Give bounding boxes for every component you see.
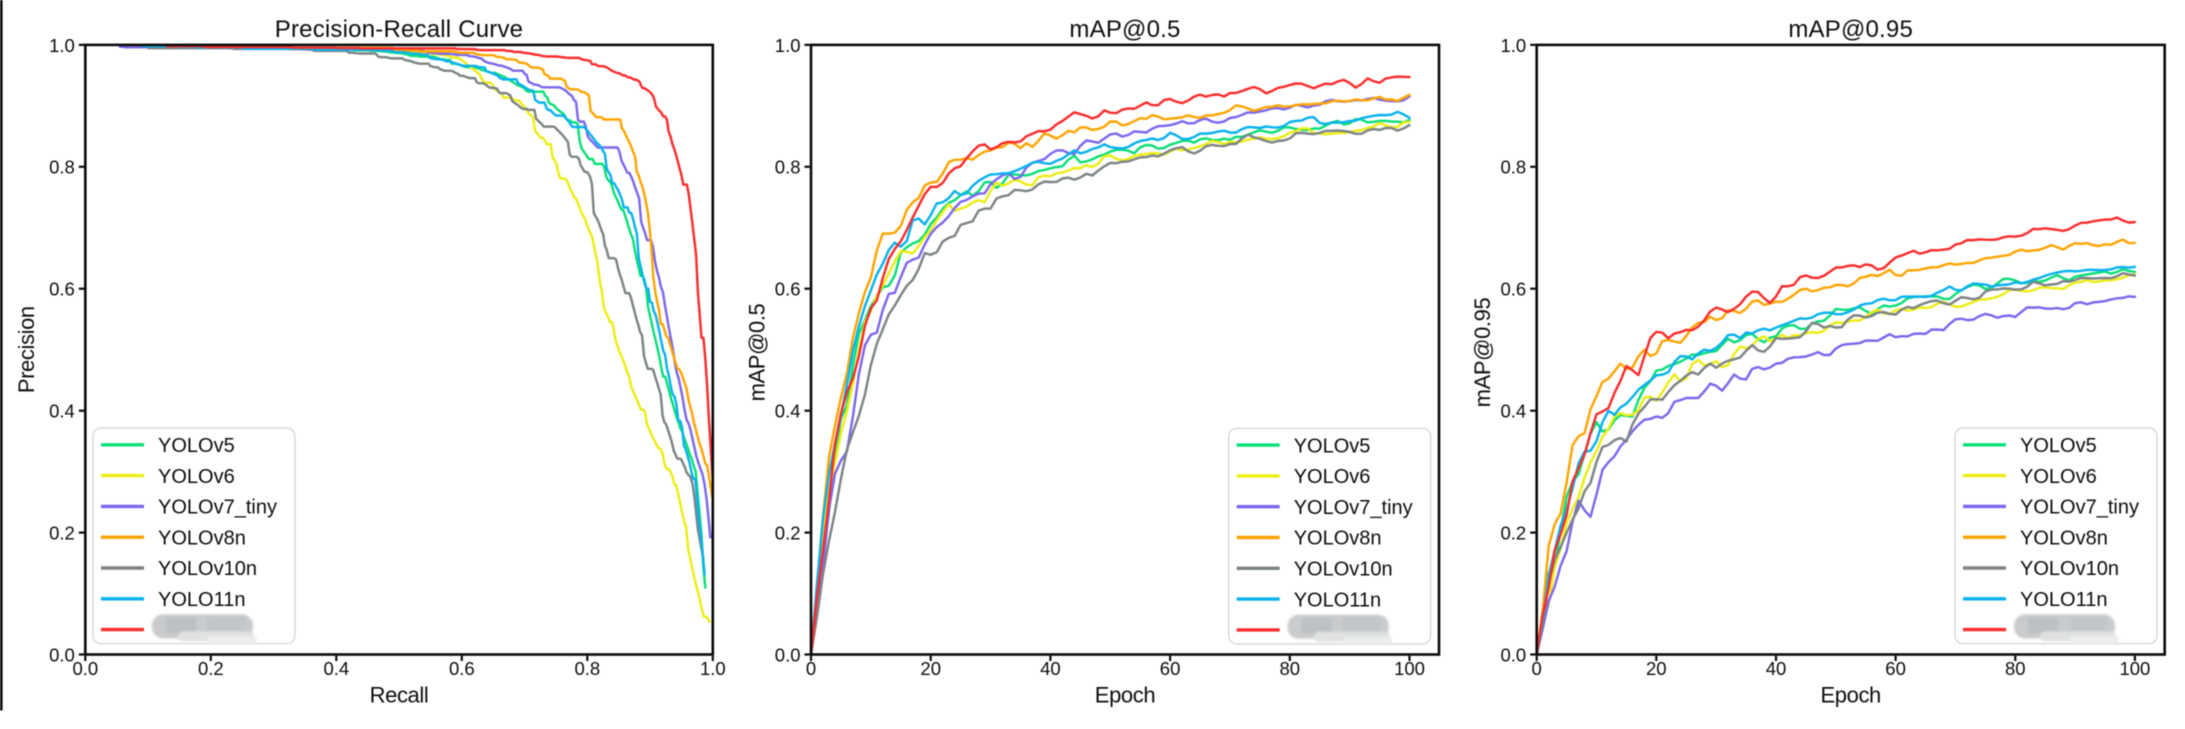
- svg-text:1.0: 1.0: [775, 35, 801, 56]
- svg-text:YOLOv6: YOLOv6: [2020, 466, 2097, 488]
- svg-text:0.4: 0.4: [1500, 401, 1526, 422]
- svg-text:YOLOv7_tiny: YOLOv7_tiny: [158, 497, 277, 519]
- svg-text:1.0: 1.0: [700, 658, 726, 679]
- svg-text:YOLO11n: YOLO11n: [1294, 589, 1381, 611]
- svg-text:0: 0: [806, 658, 816, 679]
- svg-text:0.6: 0.6: [1500, 279, 1526, 300]
- svg-text:YOLOv5: YOLOv5: [158, 435, 235, 457]
- svg-text:YOLOv10n: YOLOv10n: [1294, 559, 1393, 581]
- svg-text:0.2: 0.2: [198, 658, 224, 679]
- svg-text:0.0: 0.0: [49, 644, 75, 665]
- svg-text:0.6: 0.6: [49, 279, 75, 300]
- svg-text:40: 40: [1766, 658, 1787, 679]
- svg-text:0.8: 0.8: [49, 157, 75, 178]
- svg-text:100: 100: [1394, 658, 1425, 679]
- svg-text:mAP@0.95: mAP@0.95: [1788, 16, 1913, 43]
- svg-text:YOLOv6: YOLOv6: [158, 466, 235, 488]
- svg-text:YOLOv10n: YOLOv10n: [2020, 558, 2119, 580]
- svg-text:60: 60: [1885, 658, 1906, 679]
- svg-text:0.0: 0.0: [1500, 644, 1526, 665]
- svg-text:YOLOv6: YOLOv6: [1294, 466, 1371, 488]
- svg-text:YOLOv8n: YOLOv8n: [1294, 528, 1382, 550]
- svg-text:1.0: 1.0: [49, 35, 75, 56]
- svg-text:80: 80: [2005, 658, 2026, 679]
- svg-text:0.2: 0.2: [49, 523, 75, 544]
- svg-text:0.4: 0.4: [49, 401, 75, 422]
- svg-text:40: 40: [1040, 658, 1061, 679]
- svg-text:YOLOv5: YOLOv5: [2020, 435, 2097, 457]
- svg-text:Epoch: Epoch: [1095, 683, 1155, 708]
- svg-text:Precision: Precision: [14, 306, 39, 393]
- svg-text:100: 100: [2119, 658, 2150, 679]
- svg-text:0.4: 0.4: [323, 658, 349, 679]
- svg-text:60: 60: [1160, 658, 1181, 679]
- svg-text:20: 20: [920, 658, 941, 679]
- svg-text:mAP@0.95: mAP@0.95: [1470, 298, 1495, 408]
- svg-text:0.2: 0.2: [775, 523, 801, 544]
- svg-text:0: 0: [1532, 658, 1542, 679]
- svg-text:0.4: 0.4: [775, 401, 801, 422]
- svg-text:0.2: 0.2: [1500, 523, 1526, 544]
- svg-text:YOLO11n: YOLO11n: [2020, 589, 2107, 611]
- svg-text:YOLOv10n: YOLOv10n: [158, 558, 257, 580]
- svg-text:mAP@0.5: mAP@0.5: [1069, 16, 1180, 43]
- svg-text:0.6: 0.6: [775, 279, 801, 300]
- svg-text:YOLO11n: YOLO11n: [158, 589, 245, 611]
- svg-text:0.8: 0.8: [775, 157, 801, 178]
- svg-text:20: 20: [1646, 658, 1667, 679]
- svg-text:0.8: 0.8: [574, 658, 600, 679]
- svg-text:YOLOv7_tiny: YOLOv7_tiny: [1294, 497, 1413, 519]
- svg-text:Recall: Recall: [370, 683, 429, 708]
- svg-text:YOLOv8n: YOLOv8n: [2020, 527, 2108, 549]
- svg-text:0.0: 0.0: [775, 644, 801, 665]
- svg-text:Epoch: Epoch: [1821, 683, 1881, 708]
- svg-text:0.6: 0.6: [449, 658, 475, 679]
- svg-text:0.0: 0.0: [72, 658, 98, 679]
- svg-text:1.0: 1.0: [1500, 35, 1526, 56]
- svg-text:YOLOv5: YOLOv5: [1294, 435, 1371, 457]
- svg-text:80: 80: [1280, 658, 1301, 679]
- svg-text:mAP@0.5: mAP@0.5: [745, 303, 770, 401]
- svg-text:0.8: 0.8: [1500, 157, 1526, 178]
- svg-text:YOLOv7_tiny: YOLOv7_tiny: [2020, 497, 2139, 519]
- svg-text:YOLOv8n: YOLOv8n: [158, 527, 246, 549]
- svg-text:Precision-Recall Curve: Precision-Recall Curve: [275, 16, 523, 43]
